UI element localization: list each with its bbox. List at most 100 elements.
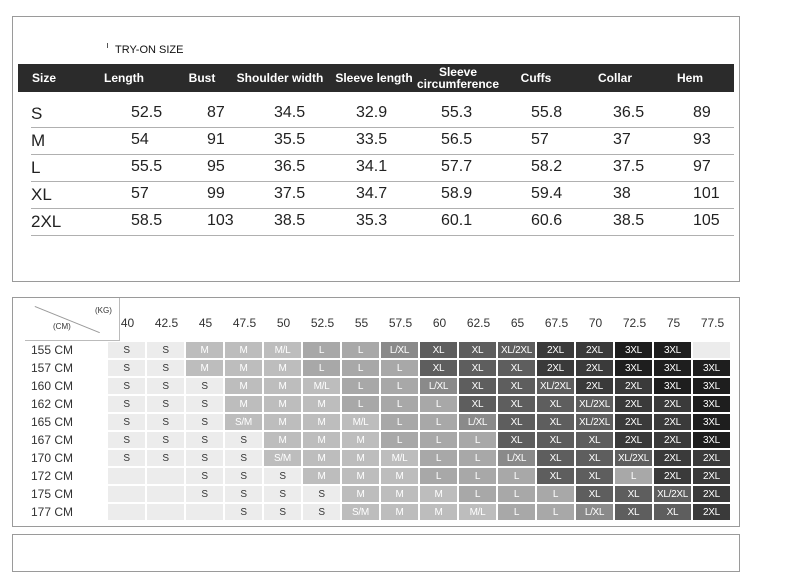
size-cell: L	[303, 342, 340, 358]
weight-column-label: 72.5	[622, 316, 647, 330]
size-cell: XL	[576, 432, 613, 448]
measurement-value: 54	[131, 131, 149, 148]
size-cell: S	[108, 432, 145, 448]
measurement-panel: TRY-ON SIZE Size Length Bust Shoulder wi…	[12, 16, 740, 282]
size-cell: M	[225, 342, 262, 358]
size-cell: S	[108, 396, 145, 412]
size-cell: L	[420, 414, 457, 430]
size-cell: 3XL	[693, 414, 730, 430]
size-cell: S	[225, 450, 262, 466]
measurement-row: XL 57 99 37.5 34.7 58.9 59.4 38 101	[31, 181, 734, 209]
measurement-value: 58.9	[441, 185, 473, 202]
try-on-size-label: TRY-ON SIZE	[115, 44, 184, 56]
size-cell: M	[303, 432, 340, 448]
header-sleeve-length: Sleeve length	[335, 71, 413, 85]
size-cell: L/XL	[381, 342, 418, 358]
measurement-value: 52.5	[131, 104, 163, 121]
size-cell: M	[264, 396, 301, 412]
measurement-row: L 55.5 95 36.5 34.1 57.7 58.2 37.5 97	[31, 154, 734, 182]
size-cell: 2XL	[576, 342, 613, 358]
size-cell: 3XL	[615, 360, 652, 376]
size-cell: 2XL	[693, 450, 730, 466]
size-cell: M	[303, 414, 340, 430]
size-cell: M	[342, 486, 379, 502]
weight-column-label: 40	[120, 316, 135, 330]
size-cell: XL/2XL	[615, 450, 652, 466]
size-cell: XL	[615, 504, 652, 520]
size-cell: XL	[498, 396, 535, 412]
weight-column-label: 60	[432, 316, 447, 330]
size-cell: S	[225, 486, 262, 502]
size-cell: L	[420, 432, 457, 448]
measurement-value: 60.1	[441, 212, 473, 229]
size-cell: 3XL	[654, 360, 691, 376]
size-cell: L	[498, 468, 535, 484]
size-cell: L	[420, 468, 457, 484]
size-cell	[108, 468, 145, 484]
weight-column-label: 50	[276, 316, 291, 330]
size-cell: M	[381, 504, 418, 520]
size-cell: S	[186, 468, 223, 484]
measurement-value: 33.5	[356, 131, 388, 148]
size-cell: S	[225, 468, 262, 484]
size-cell	[147, 504, 184, 520]
size-cell: S	[147, 342, 184, 358]
size-cell: L	[498, 486, 535, 502]
measurement-value: 37.5	[613, 158, 645, 175]
size-cell: L	[459, 468, 496, 484]
size-cell: S	[108, 342, 145, 358]
size-cell: M	[264, 378, 301, 394]
size-cell: 2XL	[654, 468, 691, 484]
size-cell: 2XL	[615, 432, 652, 448]
size-cell	[186, 504, 223, 520]
weight-column-label: 77.5	[700, 316, 725, 330]
size-cell: XL	[498, 378, 535, 394]
measurement-value: 34.7	[356, 185, 388, 202]
size-cell: S	[147, 396, 184, 412]
size-cell: 2XL	[693, 504, 730, 520]
measurement-value: 87	[207, 104, 225, 121]
size-cell: S	[147, 432, 184, 448]
size-cell: S	[225, 432, 262, 448]
size-cell: XL	[459, 378, 496, 394]
measurement-header-row: Size Length Bust Shoulder width Sleeve l…	[18, 64, 734, 92]
weight-column-label: 57.5	[388, 316, 413, 330]
size-cell: S	[108, 414, 145, 430]
height-row-label: 165 CM	[31, 415, 74, 429]
measurement-value: 34.5	[274, 104, 306, 121]
size-cell: S	[225, 504, 262, 520]
size-cell: L	[459, 450, 496, 466]
size-cell: XL	[576, 450, 613, 466]
weight-column-label: 62.5	[466, 316, 491, 330]
size-cell: M	[381, 468, 418, 484]
height-row-label: 157 CM	[31, 361, 74, 375]
measurement-value: 97	[693, 158, 711, 175]
size-cell: L	[342, 342, 379, 358]
size-label: M	[31, 131, 46, 150]
size-label: 2XL	[31, 212, 62, 231]
size-cell: XL	[498, 432, 535, 448]
size-cell: 3XL	[693, 360, 730, 376]
size-cell: S	[186, 414, 223, 430]
measurement-value: 105	[693, 212, 720, 229]
size-cell: M	[342, 450, 379, 466]
size-label: L	[31, 158, 41, 177]
size-cell: 3XL	[654, 342, 691, 358]
height-row-label: 167 CM	[31, 433, 74, 447]
measurement-value: 55.8	[531, 104, 563, 121]
size-cell: M	[264, 414, 301, 430]
height-row-label: 170 CM	[31, 451, 74, 465]
size-cell: 2XL	[654, 414, 691, 430]
size-cell: XL	[615, 486, 652, 502]
weight-column-label: 75	[666, 316, 681, 330]
size-cell	[693, 342, 730, 358]
size-cell: XL	[537, 450, 574, 466]
size-cell: L	[303, 360, 340, 376]
size-cell: 2XL	[576, 378, 613, 394]
size-cell: M	[186, 360, 223, 376]
size-cell: XL	[420, 360, 457, 376]
size-cell: L/XL	[459, 414, 496, 430]
size-cell: 3XL	[654, 378, 691, 394]
size-cell	[147, 486, 184, 502]
size-cell: L/XL	[420, 378, 457, 394]
